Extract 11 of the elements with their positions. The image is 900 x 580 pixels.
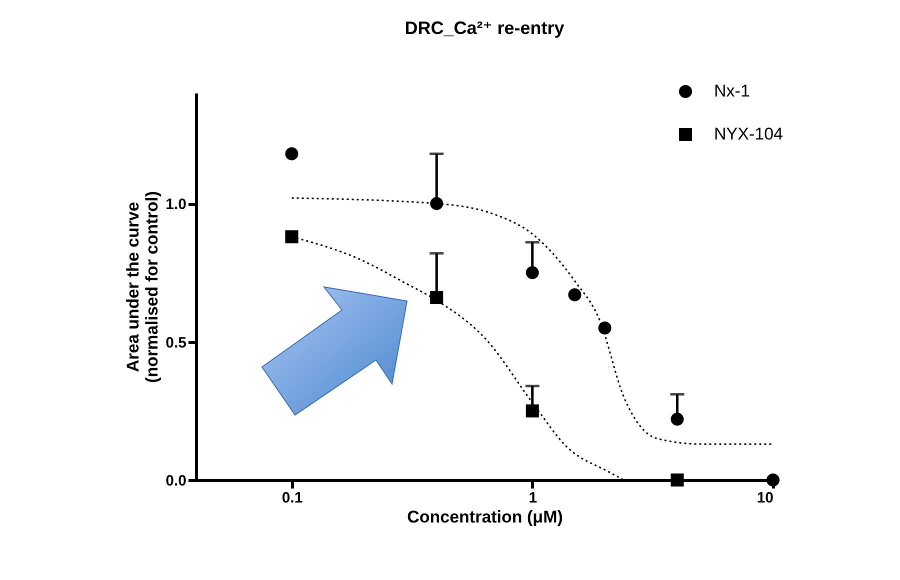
y-axis-title: Area under the curve (normalised for control) [124,191,162,383]
chart-title: DRC_Ca²⁺ re-entry [404,18,564,38]
legend-label: Nx-1 [714,82,750,100]
x-axis-title: Concentration (μM) [407,508,563,526]
y-tick-label: 1.0 [166,196,186,214]
y-tick-label: 0.0 [166,472,186,490]
x-tick-label: 10 [756,490,774,506]
y-tick-label: 0.5 [166,334,186,352]
legend-label: NYX-104 [714,124,783,144]
x-tick-label: 0.1 [282,490,303,506]
x-tick-label: 1 [528,490,538,506]
